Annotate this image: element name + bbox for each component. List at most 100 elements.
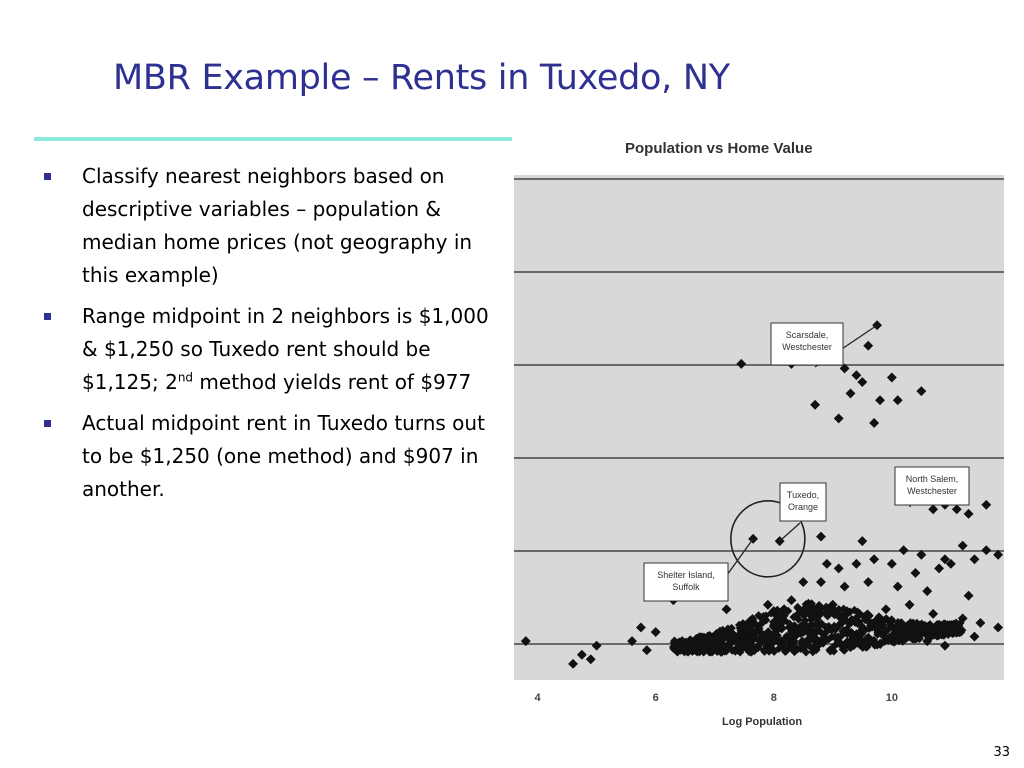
cluster-marker (813, 637, 822, 646)
cluster-marker (756, 638, 766, 647)
cluster-marker (696, 632, 706, 641)
data-point (981, 545, 992, 556)
data-point (798, 577, 809, 587)
cluster-marker (799, 628, 808, 637)
data-point (916, 549, 927, 560)
plot-area (514, 175, 1004, 680)
annotation-text: Scarsdale, (786, 330, 829, 340)
cluster-marker (752, 643, 762, 652)
cluster-marker (742, 625, 752, 634)
cluster-marker (749, 633, 759, 642)
cluster-marker (683, 648, 693, 657)
data-point (863, 577, 874, 587)
annotation-box (770, 322, 844, 366)
bullet-item-1: Classify nearest neighbors based on desc… (40, 160, 500, 292)
data-point (940, 554, 950, 565)
bullet-text-3: Actual midpoint rent in Tuxedo turns out… (82, 411, 485, 501)
cluster-marker (800, 639, 809, 648)
cluster-marker (942, 626, 952, 636)
data-point (993, 622, 1004, 633)
cluster-marker (774, 624, 784, 634)
bullet-text-2-sup: nd (177, 370, 194, 385)
x-tick-label: 4 (535, 692, 542, 704)
annotation-leader-line (779, 522, 801, 542)
square-bullet-icon (44, 173, 51, 180)
cluster-marker (712, 629, 721, 638)
cluster-marker (946, 620, 956, 630)
data-point (886, 558, 897, 569)
cluster-marker (845, 620, 854, 629)
data-point (951, 627, 962, 637)
data-point (981, 499, 992, 510)
cluster-marker (729, 634, 739, 644)
cluster-marker (860, 615, 870, 625)
cluster-marker (861, 634, 871, 644)
scatter-chart-svg: Population vs Home Value Scarsdale, Westc… (512, 135, 1006, 745)
cluster-marker (744, 617, 754, 626)
data-point (875, 395, 885, 406)
annotation-text: Suffolk (672, 582, 700, 592)
cluster-marker (728, 629, 738, 638)
data-point (869, 418, 880, 428)
data-point (904, 627, 915, 637)
data-point (863, 340, 874, 351)
annotation-text: Westchester (782, 342, 832, 352)
annotation-box (643, 562, 729, 602)
cluster-marker (794, 609, 803, 619)
cluster-marker (887, 615, 896, 624)
highlight-circle (730, 500, 806, 578)
cluster-marker (793, 602, 802, 612)
cluster-marker (835, 612, 844, 622)
annotation-text: Shelter Island, (657, 570, 715, 580)
cluster-marker (910, 634, 920, 644)
data-point (641, 645, 652, 656)
cluster-marker (845, 607, 854, 617)
cluster-marker (834, 621, 844, 631)
data-point (898, 545, 909, 556)
annotation-leader-line (726, 538, 754, 576)
data-point (851, 558, 862, 569)
data-point (922, 636, 933, 647)
cluster-marker (780, 647, 790, 656)
data-point (568, 658, 578, 669)
data-point (934, 563, 945, 574)
page-number: 33 (993, 745, 1010, 760)
data-point (721, 604, 732, 615)
cluster-marker (856, 620, 866, 630)
data-point (963, 590, 974, 601)
cluster-marker (767, 639, 777, 649)
data-point (833, 413, 844, 424)
data-point (576, 649, 587, 660)
annotation-box (894, 466, 970, 506)
data-point (910, 567, 921, 578)
data-point (520, 636, 531, 647)
annotation-box (779, 482, 827, 522)
cluster-marker (734, 630, 743, 640)
data-point (886, 631, 897, 642)
cluster-marker (843, 636, 852, 646)
cluster-marker (877, 629, 886, 639)
data-point (951, 504, 962, 515)
data-point (993, 549, 1004, 560)
data-point (786, 595, 797, 606)
cluster-marker (785, 619, 794, 628)
data-point (585, 654, 596, 665)
data-point (904, 599, 915, 610)
data-point (928, 504, 939, 515)
data-point (880, 604, 891, 615)
data-point (827, 599, 838, 610)
data-point (839, 581, 850, 592)
data-point (969, 554, 980, 565)
cluster-marker (834, 605, 844, 614)
cluster-marker (731, 647, 740, 656)
data-point (816, 577, 826, 587)
data-point (821, 558, 832, 569)
x-tick-label: 10 (886, 692, 898, 704)
data-point (892, 395, 903, 406)
annotation-text: Westchester (907, 486, 957, 496)
cluster-marker (848, 633, 858, 643)
cluster-marker (827, 626, 836, 635)
data-point (928, 608, 939, 619)
data-point (627, 636, 638, 647)
bullet-item-3: Actual midpoint rent in Tuxedo turns out… (40, 407, 500, 506)
